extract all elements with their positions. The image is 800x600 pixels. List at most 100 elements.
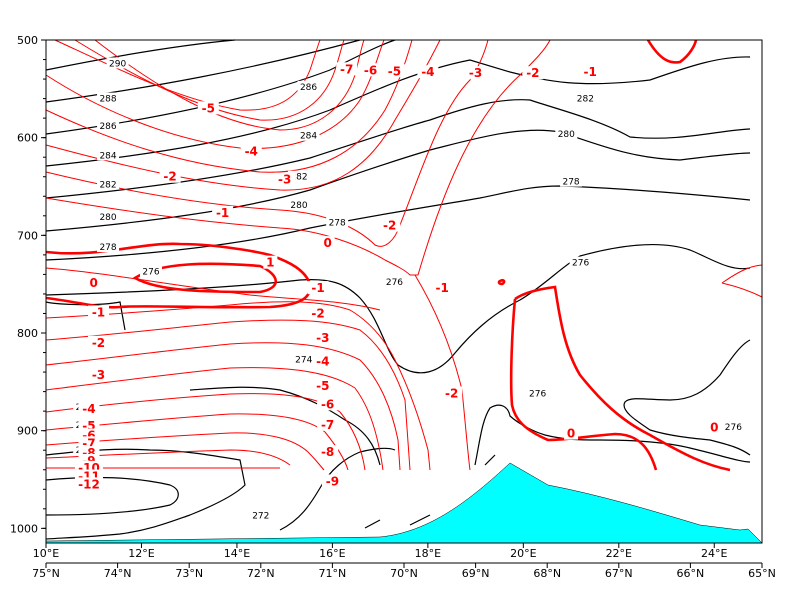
red-label-bg — [312, 378, 334, 392]
black-contour-label: 278 — [99, 243, 116, 253]
black-contour-label: 276 — [725, 423, 742, 433]
x-lat-label: 72°N — [247, 567, 275, 580]
red-label-bg — [336, 62, 358, 76]
red-label-bg — [383, 64, 405, 78]
red-label-bg — [317, 417, 339, 431]
black-label-bg — [287, 170, 310, 182]
red-label-bg — [212, 205, 234, 219]
red-contour-label: -9 — [326, 474, 339, 488]
black-label-bg — [383, 276, 406, 288]
black-contour-label: 284 — [99, 151, 116, 161]
red-contour-label: -4 — [82, 402, 95, 416]
red-contour-label: -2 — [92, 336, 105, 350]
red-contour-0 — [54, 39, 321, 111]
black-contour-label: 282 — [99, 181, 116, 191]
black-contour-label: 280 — [290, 201, 307, 211]
red-contour-bold-2 — [514, 285, 731, 472]
red-contour-20 — [721, 282, 763, 298]
red-contour-label: -12 — [78, 477, 100, 491]
red-label-bg — [74, 477, 103, 491]
terrain-shape — [45, 462, 763, 544]
red-label-bg — [379, 218, 401, 232]
red-contour-label: -5 — [316, 379, 329, 393]
red-contour-12 — [45, 367, 384, 471]
x-lat-label: 68°N — [533, 567, 561, 580]
red-contour-bold-0 — [45, 242, 312, 309]
red-label-bg — [465, 66, 487, 80]
red-contour-label: -4 — [245, 144, 258, 158]
x-lat-label: 70°N — [390, 567, 418, 580]
red-contour-label: -3 — [92, 368, 105, 382]
red-label-bg — [312, 354, 334, 368]
black-label-bg — [97, 178, 120, 190]
red-label-bg — [441, 386, 463, 400]
red-contour-19 — [721, 264, 763, 284]
y-tick-label: 900 — [17, 425, 38, 438]
red-contour-label: -1 — [216, 206, 229, 220]
black-label-bg — [97, 210, 120, 222]
red-label-bg — [317, 445, 339, 459]
red-contour-4 — [45, 39, 413, 173]
red-contour-label: -3 — [469, 66, 482, 80]
red-contour-label: -4 — [421, 65, 434, 79]
black-label-bg — [569, 256, 592, 268]
black-contour-15 — [364, 519, 381, 529]
black-contour-16 — [484, 454, 496, 466]
red-label-bg — [78, 418, 100, 432]
x-lat-label: 66°N — [677, 567, 705, 580]
red-label-bg — [240, 144, 262, 158]
black-label-bg — [297, 129, 320, 141]
red-contour-1 — [74, 39, 345, 121]
x-lon-label: 22°E — [606, 547, 632, 560]
black-label-bg — [249, 509, 272, 521]
x-lat-label: 75°N — [32, 567, 60, 580]
x-lat-label: 65°N — [748, 567, 776, 580]
black-contour-10 — [45, 448, 246, 540]
black-contour-13 — [474, 404, 751, 466]
red-contour-2 — [94, 39, 365, 131]
red-contour-label: -2 — [445, 387, 458, 401]
red-label-bg — [579, 65, 601, 79]
black-contour-label: 282 — [290, 173, 307, 183]
red-contour-10 — [45, 319, 411, 471]
red-contour-bold-3 — [509, 298, 658, 471]
red-contour-7 — [45, 39, 551, 276]
black-label-bg — [326, 216, 349, 228]
red-contour-3 — [45, 39, 385, 149]
red-contour-label: -7 — [340, 62, 353, 76]
red-contour-label: 0 — [710, 421, 718, 435]
red-contour-8 — [45, 267, 381, 311]
red-contour-label: -2 — [311, 306, 324, 320]
red-contour-18 — [414, 274, 471, 471]
black-contour-label: 286 — [300, 83, 317, 93]
black-contour-label: 280 — [558, 130, 575, 140]
red-label-bg — [263, 255, 278, 269]
black-label-bg — [106, 57, 129, 69]
red-contour-bold-4 — [497, 279, 506, 286]
black-contour-17 — [409, 514, 431, 526]
red-label-bg — [707, 420, 722, 434]
contour-labels: 290 288 286 284 282 280 278 286 284 282 280 278 276 2… — [73, 57, 745, 522]
red-contour-label: 0 — [90, 276, 98, 290]
x-lon-label: 20°E — [510, 547, 536, 560]
red-label-bg — [522, 66, 544, 80]
red-contour-label: -3 — [278, 173, 291, 187]
red-contour-bold-1 — [132, 262, 278, 294]
x-lat-label: 73°N — [175, 567, 203, 580]
red-contour-11 — [45, 342, 401, 471]
black-label-bg — [287, 199, 310, 211]
red-contour-label: -6 — [364, 63, 377, 77]
black-label-bg — [97, 119, 120, 131]
red-contour-label: -6 — [321, 397, 334, 411]
red-contour-label: -2 — [383, 219, 396, 233]
red-contour-bold-5 — [646, 39, 698, 64]
red-contour-label: 0 — [323, 236, 331, 250]
red-label-bg — [360, 63, 382, 77]
black-label-bg — [526, 387, 549, 399]
black-contour-label: 276 — [386, 278, 403, 288]
black-label-bg — [97, 241, 120, 253]
black-contour-6 — [45, 185, 751, 261]
black-contour-0 — [45, 39, 236, 71]
